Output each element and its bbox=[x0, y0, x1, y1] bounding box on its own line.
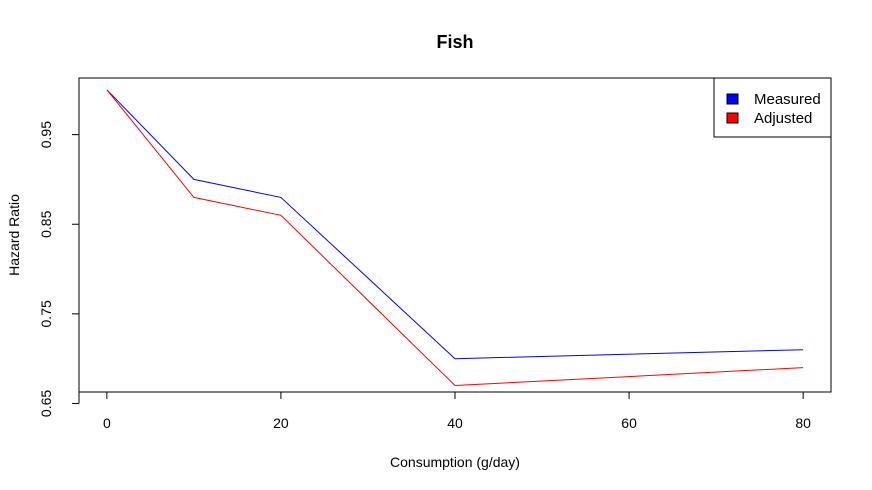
y-tick-label: 0.85 bbox=[38, 210, 54, 237]
legend-label-adjusted: Adjusted bbox=[754, 110, 812, 127]
y-axis: 0.65 0.75 0.85 0.95 bbox=[38, 121, 80, 417]
legend-swatch-adjusted bbox=[726, 112, 739, 124]
legend-box bbox=[713, 77, 832, 138]
legend: Measured Adjusted bbox=[713, 77, 832, 138]
legend-swatch-measured bbox=[726, 93, 739, 105]
y-axis-label: Hazard Ratio bbox=[6, 194, 22, 276]
x-tick-label: 20 bbox=[273, 415, 289, 431]
x-tick-label: 80 bbox=[795, 415, 811, 431]
x-tick-label: 0 bbox=[103, 415, 111, 431]
x-axis: 0 20 40 60 80 bbox=[103, 391, 811, 431]
series-layer bbox=[106, 89, 804, 387]
chart-title: Fish bbox=[436, 32, 473, 52]
y-tick-label: 0.95 bbox=[38, 121, 54, 148]
legend-label-measured: Measured bbox=[754, 91, 821, 108]
x-tick-label: 60 bbox=[621, 415, 637, 431]
y-tick-label: 0.65 bbox=[38, 390, 54, 417]
series-line-adjusted bbox=[106, 89, 804, 387]
x-axis-label: Consumption (g/day) bbox=[390, 454, 520, 470]
y-tick-label: 0.75 bbox=[38, 300, 54, 327]
series-line-measured bbox=[106, 89, 804, 360]
x-tick-label: 40 bbox=[447, 415, 463, 431]
